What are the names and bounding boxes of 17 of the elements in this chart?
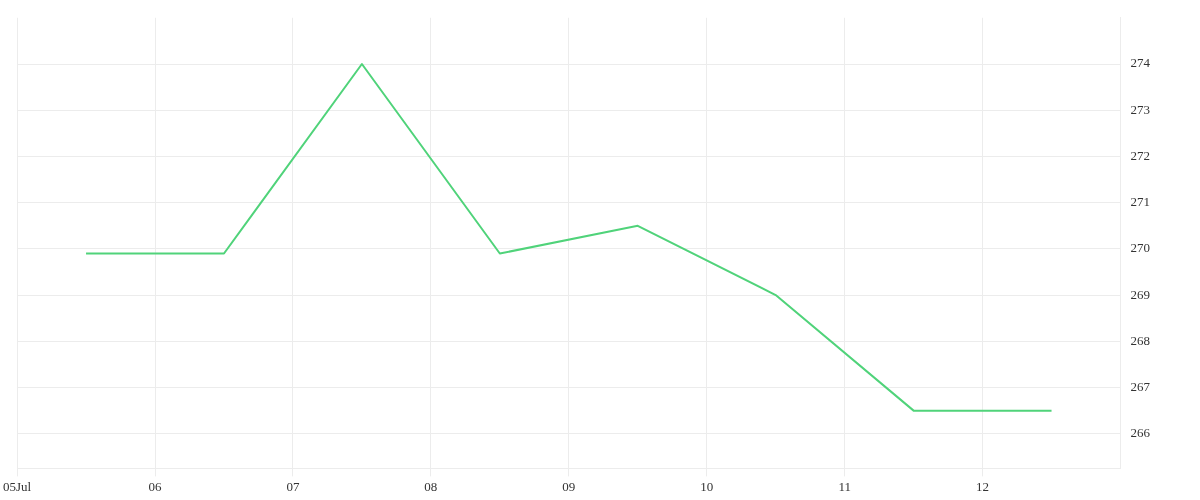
x-tick-label: 06	[148, 478, 163, 494]
x-tick-label: 11	[838, 478, 851, 494]
x-tick-label: 08	[424, 478, 438, 494]
y-tick-label: 269	[1130, 286, 1150, 302]
y-tick-label: 273	[1130, 101, 1150, 117]
x-tick-label: 07	[286, 478, 300, 494]
x-tick-label: 09	[562, 478, 576, 494]
y-tick-label: 268	[1130, 332, 1150, 348]
y-tick-label: 272	[1130, 147, 1150, 163]
x-tick-label: 05Jul	[3, 478, 32, 494]
y-tick-label: 270	[1130, 240, 1150, 256]
y-tick-label: 267	[1130, 378, 1151, 394]
x-tick-label: 12	[976, 478, 990, 494]
y-tick-label: 271	[1130, 194, 1150, 210]
x-tick-label: 10	[700, 478, 714, 494]
y-tick-label: 266	[1130, 425, 1151, 441]
y-tick-label: 274	[1130, 55, 1151, 71]
